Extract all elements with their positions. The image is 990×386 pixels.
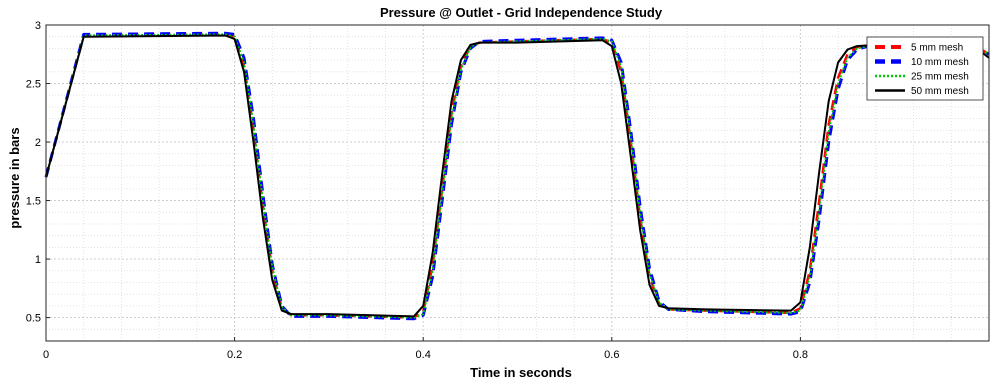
chart-title: Pressure @ Outlet - Grid Independence St… [380, 5, 663, 20]
legend: 5 mm mesh 10 mm mesh 25 mm mesh 50 mm mesh [866, 36, 984, 101]
plot-area [46, 25, 989, 341]
series-line-4 [45, 34, 990, 318]
x-tick-label: 0.8 [793, 349, 808, 361]
y-tick-label: 1 [35, 254, 41, 266]
y-tick-label: 3 [35, 20, 41, 32]
x-axis-ticks: 0 0.2 0.4 0.6 0.8 [43, 337, 808, 361]
x-tick-label: 0.4 [416, 349, 431, 361]
y-tick-label: 2 [35, 137, 41, 149]
minor-grid [46, 25, 989, 341]
y-axis-label: pressure in bars [7, 127, 22, 228]
x-tick-label: 0 [43, 349, 49, 361]
y-axis-ticks: 0.5 1 1.5 2 2.5 3 [26, 20, 50, 325]
x-axis-label: Time in seconds [470, 365, 572, 380]
legend-label: 10 mm mesh [911, 57, 969, 68]
x-tick-label: 0.6 [604, 349, 619, 361]
y-tick-label: 0.5 [26, 313, 41, 325]
series-layer [44, 31, 990, 321]
plot-frame [45, 24, 990, 342]
x-tick-label: 0.2 [227, 349, 242, 361]
y-tick-label: 1.5 [26, 196, 41, 208]
legend-label: 50 mm mesh [911, 86, 969, 97]
legend-label: 25 mm mesh [911, 72, 969, 83]
series-line-3 [45, 33, 990, 319]
y-tick-label: 2.5 [26, 79, 41, 91]
legend-label: 5 mm mesh [911, 43, 963, 54]
